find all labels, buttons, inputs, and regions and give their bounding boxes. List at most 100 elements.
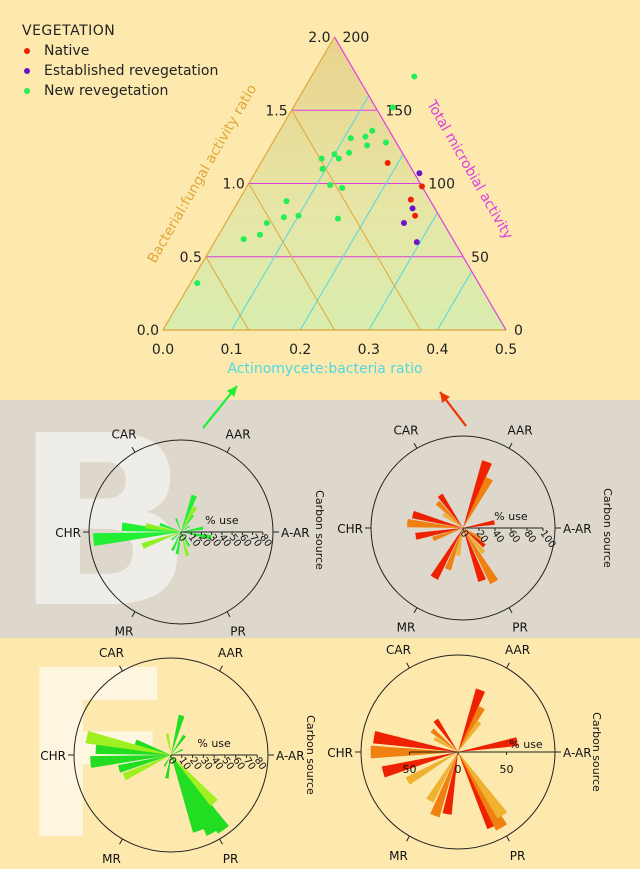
- rose-bar: [463, 528, 484, 541]
- rose-bar: [458, 688, 486, 752]
- rose-category-label-a-ar: A-AR: [276, 749, 305, 763]
- arrow-native-head: [440, 392, 451, 403]
- rose-bar: [181, 526, 204, 532]
- point-new-revegetation: [334, 215, 341, 222]
- rose-bar: [458, 705, 485, 752]
- rose-category-tick: [506, 835, 510, 842]
- rose-bar: [181, 532, 191, 547]
- rose-category-label-car: CAR: [112, 427, 137, 441]
- rose-bar: [90, 755, 171, 768]
- rose-category-label-chr: CHR: [55, 526, 81, 540]
- point-new-revegetation: [283, 198, 290, 205]
- arrow-native: [439, 391, 467, 427]
- rose-category-label-aar: AAR: [505, 643, 530, 657]
- rose-bar: [171, 748, 184, 755]
- rose-bar: [442, 512, 463, 528]
- ternary-edge-right: [333, 36, 507, 331]
- legend-swatch-native: [24, 48, 30, 54]
- rose-bar: [93, 532, 181, 547]
- rose-radial-tick-label: 0: [455, 763, 462, 776]
- legend-label-native: Native: [44, 43, 90, 59]
- rose-category-tick: [119, 838, 123, 845]
- rose-bar: [171, 755, 218, 807]
- point-native: [418, 183, 425, 190]
- rose-bar: [458, 737, 518, 752]
- rose-bar: [433, 736, 458, 752]
- rose-bar: [181, 514, 194, 532]
- rose-category-tick: [506, 662, 510, 669]
- point-established-revegetation: [416, 170, 423, 177]
- rose-category-label-car: CAR: [394, 423, 419, 437]
- rose-bar: [381, 752, 458, 778]
- grid-line-bf: [291, 109, 421, 331]
- rose-bar: [165, 733, 171, 755]
- rose-category-label-car: CAR: [99, 646, 124, 660]
- rose-category-tick: [413, 442, 418, 449]
- rose-bar: [175, 518, 181, 532]
- right-tick-label: 200: [343, 30, 370, 46]
- rose-bar: [118, 755, 171, 773]
- rose-category-tick: [508, 442, 513, 449]
- point-new-revegetation: [263, 220, 270, 227]
- rose-bar: [437, 493, 463, 528]
- rose-category-label-mr: MR: [102, 852, 121, 866]
- rose-category-tick: [219, 665, 223, 672]
- legend-title: VEGETATION: [22, 23, 116, 39]
- grid-line-act: [231, 95, 370, 331]
- rose-radial-label: % use: [197, 737, 231, 750]
- rose-radial-label: % use: [509, 738, 543, 751]
- rose-category-label-a-ar: A-AR: [281, 526, 310, 540]
- rose-radial-tick-label: 80: [257, 532, 273, 549]
- point-native: [384, 159, 391, 166]
- grid-line-act: [368, 212, 438, 331]
- rose-radial-tick-label: 0: [458, 528, 471, 540]
- arrow-established-head: [226, 386, 237, 397]
- rose-radial-tick-label: 40: [490, 528, 506, 545]
- rose-bar: [463, 476, 493, 528]
- rose-bar: [463, 528, 486, 548]
- rose-category-tick: [119, 665, 123, 672]
- rose-category-label-a-ar: A-AR: [563, 746, 592, 760]
- rose-category-tick: [226, 446, 231, 453]
- figure-stage: B F VEGETATION Native Established revege…: [0, 0, 640, 869]
- rose-bar: [432, 528, 463, 542]
- point-new-revegetation: [331, 151, 338, 158]
- rose-side-label: Carbon source: [590, 712, 603, 792]
- rose-radial-tick-label: 0: [176, 532, 189, 544]
- rose-bar: [463, 528, 499, 585]
- rose-side-label: Carbon source: [601, 488, 614, 568]
- point-new-revegetation: [411, 73, 418, 80]
- x-tick-label: 0.1: [220, 342, 242, 358]
- point-established-revegetation: [400, 220, 407, 227]
- point-new-revegetation: [347, 135, 354, 142]
- rose-radial-tick-label: 80: [522, 528, 538, 545]
- rose-bar: [171, 714, 185, 755]
- rose-category-label-aar: AAR: [218, 646, 243, 660]
- legend-label-new: New revegetation: [44, 83, 169, 99]
- rose-bar: [407, 519, 463, 528]
- point-new-revegetation: [256, 231, 263, 238]
- rose-radial-tick-label: 60: [506, 528, 522, 545]
- point-new-revegetation: [240, 236, 247, 243]
- rose-bar: [444, 528, 463, 571]
- x-tick-label: 0.5: [495, 342, 517, 358]
- rose-bar: [134, 739, 171, 755]
- left-tick-label: 1.5: [265, 103, 287, 119]
- right-tick-label: 100: [428, 177, 455, 193]
- legend-label-established: Established revegetation: [44, 63, 219, 79]
- rose-bar: [435, 500, 463, 528]
- grid-line-bf: [248, 183, 335, 331]
- rose-category-label-pr: PR: [230, 625, 246, 639]
- rose-bar: [171, 532, 181, 541]
- point-native: [412, 212, 419, 219]
- rose-category-label-pr: PR: [512, 621, 528, 635]
- rose-radial-tick-label: 50: [500, 763, 514, 776]
- rose-bar: [458, 752, 508, 819]
- point-new-revegetation: [335, 155, 342, 162]
- right-tick-label: 50: [471, 250, 489, 266]
- band-mid: [0, 400, 640, 638]
- rose-bar: [181, 506, 198, 532]
- rose-radial-label: % use: [205, 514, 239, 527]
- rose-category-label-pr: PR: [510, 849, 526, 863]
